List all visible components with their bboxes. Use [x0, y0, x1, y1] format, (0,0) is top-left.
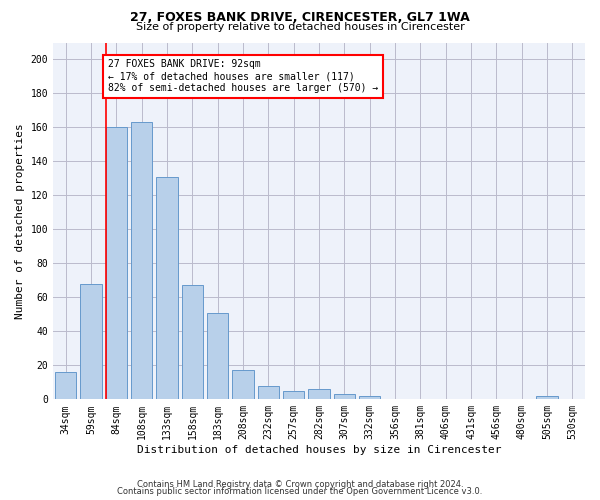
Bar	[536, 396, 558, 400]
Text: 27, FOXES BANK DRIVE, CIRENCESTER, GL7 1WA: 27, FOXES BANK DRIVE, CIRENCESTER, GL7 1…	[130, 11, 470, 24]
Bar	[106, 128, 127, 400]
Bar	[334, 394, 355, 400]
Bar	[283, 391, 304, 400]
Bar	[207, 312, 229, 400]
X-axis label: Distribution of detached houses by size in Cirencester: Distribution of detached houses by size …	[137, 445, 501, 455]
Bar	[156, 176, 178, 400]
Bar	[232, 370, 254, 400]
Text: Size of property relative to detached houses in Cirencester: Size of property relative to detached ho…	[136, 22, 464, 32]
Bar	[257, 386, 279, 400]
Text: 27 FOXES BANK DRIVE: 92sqm
← 17% of detached houses are smaller (117)
82% of sem: 27 FOXES BANK DRIVE: 92sqm ← 17% of deta…	[107, 60, 378, 92]
Text: Contains public sector information licensed under the Open Government Licence v3: Contains public sector information licen…	[118, 488, 482, 496]
Bar	[131, 122, 152, 400]
Bar	[55, 372, 76, 400]
Bar	[80, 284, 102, 400]
Text: Contains HM Land Registry data © Crown copyright and database right 2024.: Contains HM Land Registry data © Crown c…	[137, 480, 463, 489]
Bar	[308, 389, 330, 400]
Bar	[182, 286, 203, 400]
Y-axis label: Number of detached properties: Number of detached properties	[15, 123, 25, 319]
Bar	[359, 396, 380, 400]
